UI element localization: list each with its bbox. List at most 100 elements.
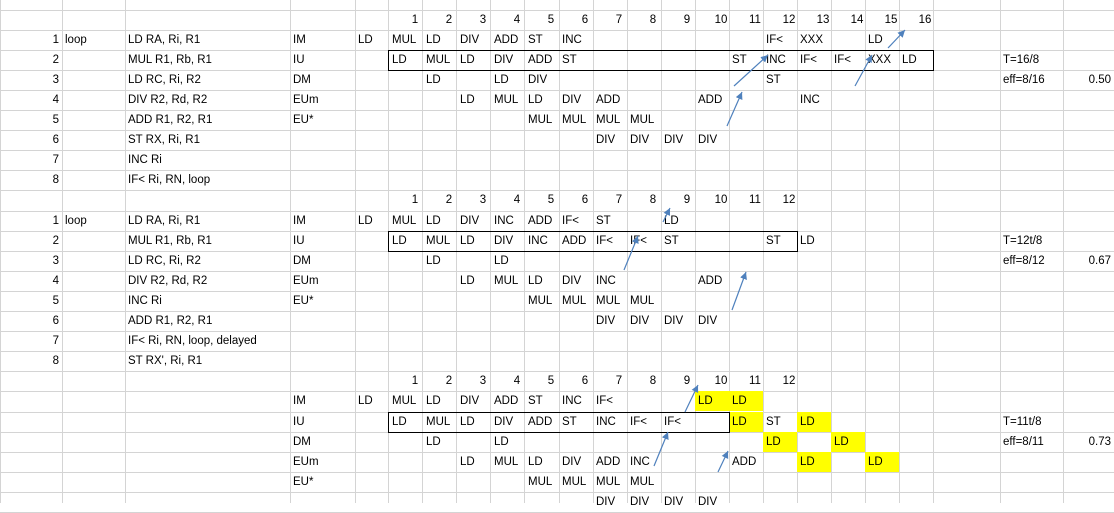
line-number[interactable]: 5 [52,114,59,126]
pipeline-cell[interactable]: LD [358,214,373,227]
instruction[interactable]: INC Ri [128,294,162,307]
pipeline-cell[interactable]: DIV [664,315,684,327]
instruction[interactable]: IF< Ri, RN, loop, delayed [128,335,257,348]
line-number[interactable]: 3 [52,73,59,86]
pipeline-cell[interactable]: ST [562,53,577,66]
pipeline-cell[interactable]: LD [494,435,509,448]
column-number[interactable]: 2 [445,375,453,388]
pipeline-cell[interactable]: XXX [868,53,892,66]
pipeline-cell[interactable]: MUL [392,395,417,408]
pipeline-cell[interactable]: DIV [664,134,684,147]
line-number[interactable]: 8 [52,174,59,187]
unit-name[interactable]: DM [293,254,311,267]
column-number[interactable]: 1 [411,13,419,26]
column-number[interactable]: 7 [615,194,623,207]
instruction[interactable]: ST RX', Ri, R1 [128,355,203,368]
code-label[interactable]: loop [65,33,87,46]
column-number[interactable]: 6 [581,194,589,207]
pipeline-cell[interactable]: DIV [494,234,514,247]
pipeline-cell[interactable]: LD [797,451,831,472]
pipeline-cell[interactable]: ADD [494,33,519,46]
pipeline-cell[interactable]: IF< [766,33,783,46]
instruction[interactable]: LD RC, Ri, R2 [128,73,201,86]
line-number[interactable]: 1 [52,214,59,227]
code-label[interactable] [62,90,125,110]
pipeline-cell[interactable]: DIV [698,134,718,147]
code-label[interactable] [62,110,125,130]
pipeline-cell[interactable]: LD [460,93,475,106]
pipeline-cell[interactable]: DIV [460,33,480,46]
pipeline-cell[interactable]: IF< [562,214,579,227]
efficiency-label[interactable]: eff=8/16 [1003,73,1045,86]
pipeline-cell[interactable]: MUL [528,114,553,126]
unit-name[interactable]: EUm [293,93,319,106]
pipeline-cell[interactable]: ADD [698,93,723,106]
pipeline-cell[interactable]: LD [800,234,815,247]
column-number[interactable]: 3 [479,194,487,207]
pipeline-cell[interactable]: DIV [630,134,650,147]
pipeline-cell[interactable]: LD [358,395,373,408]
column-number[interactable]: 5 [547,194,555,207]
pipeline-cell[interactable]: LD [865,451,899,472]
pipeline-cell[interactable]: LD [528,93,543,106]
column-number[interactable]: 8 [649,13,657,26]
pipeline-cell[interactable]: INC [596,274,616,287]
pipeline-cell[interactable]: DIV [562,455,582,468]
line-number[interactable]: 7 [52,335,59,348]
pipeline-cell[interactable]: IF< [596,234,613,247]
pipeline-cell[interactable]: LD [494,73,509,86]
pipeline-cell[interactable]: IF< [596,395,613,408]
pipeline-cell[interactable]: ST [766,73,781,86]
column-number[interactable]: 10 [714,194,728,207]
pipeline-cell[interactable]: MUL [596,475,621,488]
code-label[interactable] [62,150,125,170]
pipeline-cell[interactable]: LD [426,214,441,227]
unit-name[interactable]: EUm [293,274,319,287]
pipeline-cell[interactable]: LD [392,234,407,247]
line-number[interactable]: 8 [52,355,59,368]
pipeline-cell[interactable]: LD [460,455,475,468]
pipeline-cell[interactable]: LD [426,254,441,267]
code-label[interactable] [62,311,125,331]
unit-name[interactable]: IM [293,33,306,46]
pipeline-cell[interactable]: DIV [630,495,650,508]
pipeline-cell[interactable]: LD [729,411,763,432]
pipeline-cell[interactable]: INC [596,415,616,428]
column-number[interactable]: 4 [513,375,521,388]
pipeline-cell[interactable]: LD [797,411,831,432]
period-value[interactable]: T=11t/8 [1003,415,1042,428]
pipeline-cell[interactable]: LD [460,234,475,247]
pipeline-cell[interactable]: DIV [596,315,616,327]
column-number[interactable]: 10 [714,375,728,388]
column-number[interactable]: 9 [683,13,691,26]
column-number[interactable]: 4 [513,13,521,26]
pipeline-cell[interactable]: LD [392,415,407,428]
pipeline-cell[interactable]: ST [562,415,577,428]
pipeline-cell[interactable]: ADD [698,274,723,287]
column-number[interactable]: 2 [445,194,453,207]
pipeline-cell[interactable]: MUL [562,114,587,126]
line-number[interactable]: 4 [52,93,59,106]
efficiency-label[interactable]: eff=8/11 [1003,435,1044,448]
pipeline-cell[interactable]: IF< [800,53,817,66]
pipeline-cell[interactable]: DIV [596,134,616,147]
period-value[interactable]: T=12t/8 [1003,234,1043,247]
line-number[interactable]: 2 [52,53,59,66]
pipeline-cell[interactable]: DIV [460,395,480,408]
column-number[interactable]: 7 [615,13,623,26]
line-number[interactable]: 1 [52,33,59,46]
pipeline-cell[interactable]: DIV [664,495,684,508]
pipeline-cell[interactable]: MUL [494,274,519,287]
pipeline-cell[interactable]: LD [460,274,475,287]
efficiency-label[interactable]: eff=8/12 [1003,254,1045,267]
column-number[interactable]: 14 [850,13,864,26]
column-number[interactable]: 8 [649,375,657,388]
code-label[interactable] [62,70,125,90]
code-label[interactable] [62,331,125,351]
efficiency-value[interactable]: 0.67 [1088,254,1111,267]
instruction[interactable]: MUL R1, Rb, R1 [128,53,212,66]
pipeline-cell[interactable]: ST [766,234,781,247]
pipeline-cell[interactable]: LD [460,415,475,428]
pipeline-cell[interactable]: DIV [460,214,480,227]
unit-name[interactable]: IM [293,214,306,227]
